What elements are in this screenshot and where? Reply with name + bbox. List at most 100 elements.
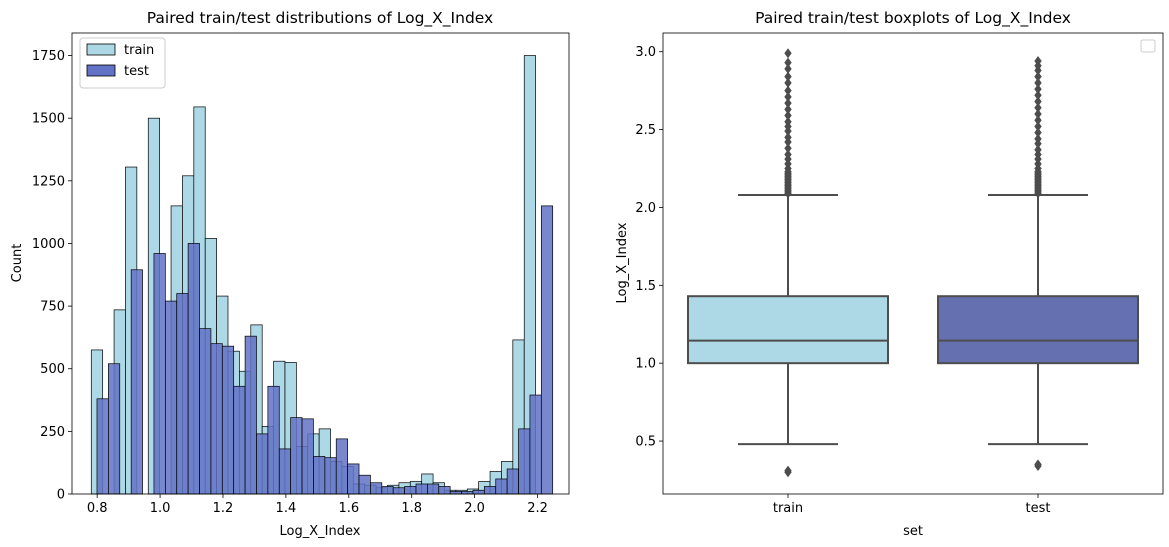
boxplot-boxes	[687, 48, 1139, 478]
test-bar	[404, 486, 417, 495]
train-outlier	[784, 465, 792, 476]
x-tick-label: 1.0	[150, 501, 171, 516]
test-bar	[187, 243, 200, 495]
train-outlier	[784, 143, 792, 154]
empty-legend-box	[1140, 39, 1156, 53]
test-outlier	[1034, 108, 1042, 119]
train-outlier	[784, 132, 792, 143]
test-bar	[130, 269, 143, 495]
x-tick-label: 2.0	[464, 501, 485, 516]
test-outlier	[1034, 115, 1042, 126]
train-outlier	[784, 71, 792, 82]
test-bar	[301, 418, 314, 495]
x-tick-label: 1.2	[213, 501, 234, 516]
y-tick-label: 0	[57, 488, 65, 503]
test-bar	[313, 456, 326, 495]
test-bar	[153, 253, 166, 495]
test-bar	[484, 486, 497, 495]
test-outlier	[1034, 84, 1042, 95]
histogram-legend: train test	[79, 37, 166, 89]
test-bar	[472, 489, 485, 495]
test-outlier	[1034, 144, 1042, 155]
histogram-panel: Paired train/test distributions of Log_X…	[10, 9, 570, 539]
test-bar	[518, 428, 531, 495]
train-outlier	[784, 57, 792, 68]
test-bar	[164, 300, 178, 495]
test-bar	[290, 417, 303, 495]
y-tick-label: 250	[40, 425, 65, 440]
histogram-title: Paired train/test distributions of Log_X…	[147, 9, 493, 28]
test-bar	[278, 448, 292, 495]
test-bar	[108, 363, 121, 495]
train-outlier	[784, 77, 792, 88]
y-tick-label: 3.0	[635, 45, 656, 60]
x-tick-label: test	[1026, 501, 1051, 516]
x-tick-label: train	[773, 501, 803, 516]
train-outlier	[784, 63, 792, 74]
boxplot-panel: Paired train/test boxplots of Log_X_Inde…	[615, 9, 1164, 539]
train-outlier	[784, 98, 792, 109]
y-tick-label: 1.0	[635, 357, 656, 372]
test-outlier	[1034, 77, 1042, 88]
test-bar	[415, 483, 428, 495]
test-bar	[427, 483, 440, 495]
test-bar	[381, 486, 394, 495]
train-outlier	[784, 110, 792, 121]
train-outlier	[784, 91, 792, 102]
histogram-ylabel: Count	[10, 244, 25, 283]
test-outlier	[1034, 96, 1042, 107]
x-tick-label: 1.4	[276, 501, 297, 516]
test-bar	[392, 487, 405, 495]
test-bar	[210, 343, 223, 495]
test-bar	[244, 335, 257, 495]
test-bar	[176, 293, 189, 495]
boxplot-xlabel: set	[903, 524, 923, 539]
test-bar	[495, 478, 508, 495]
train-outlier	[784, 149, 792, 160]
test-bar	[267, 385, 280, 495]
test-outlier	[1034, 56, 1042, 67]
y-tick-label: 1000	[32, 237, 65, 252]
test-bar	[540, 205, 554, 495]
train-outlier	[784, 85, 792, 96]
y-tick-label: 1750	[32, 49, 65, 64]
test-bar	[221, 345, 235, 495]
histogram-frame	[71, 32, 570, 495]
test-outlier	[1034, 71, 1042, 82]
train-box	[687, 295, 889, 365]
histogram-xlabel: Log_X_Index	[280, 524, 361, 539]
y-tick-label: 1250	[32, 174, 65, 189]
test-bar	[529, 394, 542, 495]
test-bar	[233, 385, 246, 495]
histogram-y-ticks: 0 250 500 750 1000 1250 1500 1750	[32, 49, 72, 503]
test-outlier	[1034, 121, 1042, 132]
test-bar	[506, 468, 519, 495]
test-bar	[335, 438, 348, 495]
legend-label-test: test	[124, 64, 149, 79]
test-outlier	[1034, 127, 1042, 138]
y-tick-label: 0.5	[635, 435, 656, 450]
y-tick-label: 2.0	[635, 201, 656, 216]
x-tick-label: 0.8	[87, 501, 108, 516]
train-outlier	[784, 48, 792, 59]
histogram-x-ticks: 0.8 1.0 1.2 1.4 1.6 1.8 2.0 2.2	[87, 494, 548, 516]
boxplot-ylabel: Log_X_Index	[615, 222, 630, 303]
test-bar	[358, 474, 371, 495]
test-bar	[347, 463, 360, 495]
test-outlier	[1034, 459, 1042, 470]
x-tick-label: 2.2	[527, 501, 548, 516]
test-bar	[438, 486, 451, 495]
y-tick-label: 500	[40, 362, 65, 377]
test-outlier	[1034, 102, 1042, 113]
y-tick-label: 2.5	[635, 123, 656, 138]
legend-label-train: train	[124, 43, 154, 58]
x-tick-label: 1.8	[401, 501, 422, 516]
train-outlier	[784, 104, 792, 115]
test-bar	[256, 433, 269, 495]
test-bar	[370, 482, 383, 495]
test-bar	[324, 457, 337, 495]
test-outlier	[1034, 133, 1042, 144]
boxplot-frame	[662, 32, 1164, 495]
boxplot-y-ticks: 0.5 1.0 1.5 2.0 2.5 3.0	[635, 45, 663, 450]
